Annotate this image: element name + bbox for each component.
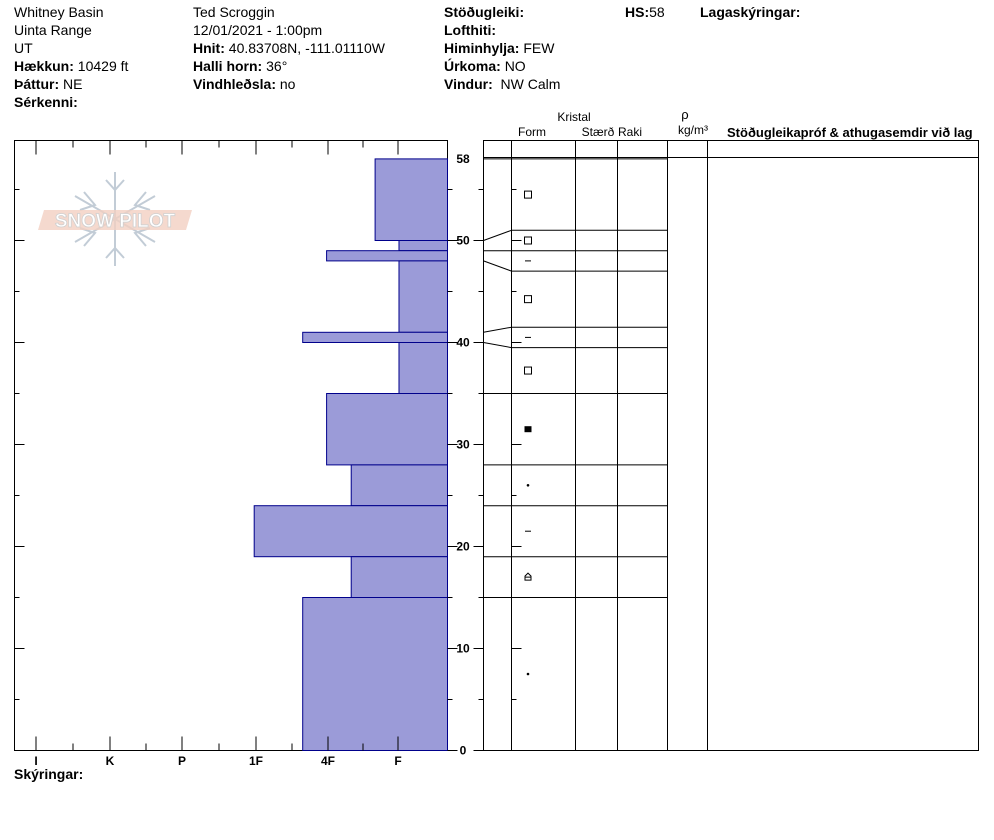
- stability: Stöðugleiki:: [444, 3, 524, 21]
- sky-cover: Himinhylja: FEW: [444, 39, 554, 57]
- wind-loading: Vindhleðsla: no: [193, 75, 295, 93]
- y-tick-label-30: 30: [456, 438, 470, 452]
- grain-form-depth-hoar-icon: [524, 572, 532, 581]
- x-tick-label-K: K: [106, 754, 115, 768]
- grain-form-faceted-icon: [524, 190, 532, 199]
- features: Sérkenni:: [14, 93, 78, 111]
- layer-notes: Lagaskýringar:: [700, 3, 800, 21]
- aspect-value: NE: [63, 76, 83, 92]
- grain-form-faceted-icon: [524, 366, 532, 375]
- y-tick-label-0: 0: [460, 744, 467, 758]
- col-crystal: Kristal: [557, 110, 590, 124]
- elevation: Hækkun: 10429 ft: [14, 57, 128, 75]
- sky-label: Himinhylja:: [444, 40, 520, 56]
- hardness-bar-2: [398, 240, 449, 252]
- air-temperature: Lofthiti:: [444, 21, 496, 39]
- snowpilot-logo: SNOW PILOT: [38, 172, 192, 266]
- hardness-bar-3: [326, 250, 449, 262]
- col-form: Form: [518, 125, 546, 139]
- hardness-bar-4: [398, 260, 449, 333]
- grain-form-melt-freeze-icon: [524, 426, 532, 433]
- wind-label: Vindur:: [444, 76, 493, 92]
- grain-form-rounded-icon: [526, 484, 530, 487]
- height-axis: 0 10 20 30 40 50 58: [14, 152, 522, 758]
- y-tick-label-10: 10: [456, 642, 470, 656]
- hardness-bar-1: [374, 158, 449, 241]
- y-tick-label-58: 58: [456, 152, 470, 166]
- slope-label: Halli horn:: [193, 58, 263, 74]
- stability-label: Stöðugleiki:: [444, 4, 525, 20]
- aspect: Þáttur: NE: [14, 75, 82, 93]
- hardness-bar-6: [398, 342, 449, 394]
- y-tick-label-40: 40: [456, 336, 470, 350]
- wind-value: NW Calm: [500, 76, 561, 92]
- layer-connector-4: [483, 260, 512, 272]
- hardness-bar-11: [302, 597, 449, 751]
- location-name: Whitney Basin: [14, 4, 104, 20]
- coordinates-value: 40.83708N, -111.01110W: [228, 40, 385, 56]
- hardness-bar-10: [350, 556, 449, 599]
- precip-value: NO: [504, 58, 526, 74]
- table-layer-rows: [483, 158, 668, 676]
- hardness-bar-8: [350, 464, 449, 507]
- col-rho: ρ: [681, 107, 688, 122]
- hardness-axis: I K P 1F 4F F: [34, 140, 402, 768]
- observation-datetime: 12/01/2021 - 1:00pm: [193, 22, 323, 38]
- snow-height: HS:58: [625, 3, 665, 21]
- elevation-value: 10429 ft: [77, 58, 129, 74]
- slope-angle: Halli horn: 36°: [193, 57, 287, 75]
- elevation-label: Hækkun:: [14, 58, 74, 74]
- col-size: Stærð: [582, 125, 615, 139]
- precip-label: Úrkoma:: [444, 58, 501, 74]
- x-tick-label-4F: 4F: [321, 754, 335, 768]
- slope-value: 36°: [266, 58, 288, 74]
- hs-value: 58: [649, 4, 665, 20]
- col-moisture: Raki: [618, 125, 642, 139]
- table-column-dividers: [511, 140, 708, 751]
- comments-label: Skýringar:: [14, 766, 84, 782]
- grain-form-rounded-icon: [526, 672, 530, 676]
- logo-banner: [38, 210, 192, 230]
- x-tick-label-F: F: [394, 754, 401, 768]
- y-tick-label-20: 20: [456, 540, 470, 554]
- wind: Vindur: NW Calm: [444, 75, 560, 93]
- col-tests: Stöðugleikapróf & athugasemdir við lag: [727, 125, 973, 140]
- x-tick-label-1F: 1F: [249, 754, 263, 768]
- hardness-bar-9: [253, 505, 448, 558]
- features-label: Sérkenni:: [14, 94, 78, 110]
- x-tick-label-I: I: [34, 754, 37, 768]
- col-density: kg/m³: [678, 123, 708, 137]
- layer-connector-5: [483, 326, 512, 333]
- coordinates: Hnit: 40.83708N, -111.01110W: [193, 39, 385, 57]
- observer-name: Ted Scroggin: [193, 4, 275, 20]
- y-tick-label-50: 50: [456, 234, 470, 248]
- layer-table-frame: [483, 140, 979, 751]
- aspect-label: Þáttur:: [14, 76, 60, 92]
- hardness-bar-5: [302, 331, 449, 343]
- layer-notes-label: Lagaskýringar:: [700, 4, 801, 20]
- hardness-bar-7: [326, 393, 449, 466]
- x-tick-label-P: P: [178, 754, 186, 768]
- hs-label: HS:: [625, 4, 650, 20]
- coordinates-label: Hnit:: [193, 40, 225, 56]
- precipitation: Úrkoma: NO: [444, 57, 526, 75]
- air-temp-label: Lofthiti:: [444, 22, 497, 38]
- logo-text: SNOW PILOT: [55, 211, 176, 232]
- grain-form-faceted-icon: [524, 295, 532, 304]
- hardness-bars: [253, 158, 449, 751]
- mountain-range: Uinta Range: [14, 22, 92, 38]
- wind-loading-value: no: [279, 76, 296, 92]
- state: UT: [14, 40, 33, 56]
- sky-value: FEW: [523, 40, 555, 56]
- layer-connector-6: [483, 342, 512, 349]
- comments: Skýringar:: [14, 765, 83, 783]
- wind-loading-label: Vindhleðsla:: [193, 76, 276, 92]
- layer-connector-2: [483, 229, 512, 241]
- grain-form-faceted-icon: [524, 236, 532, 245]
